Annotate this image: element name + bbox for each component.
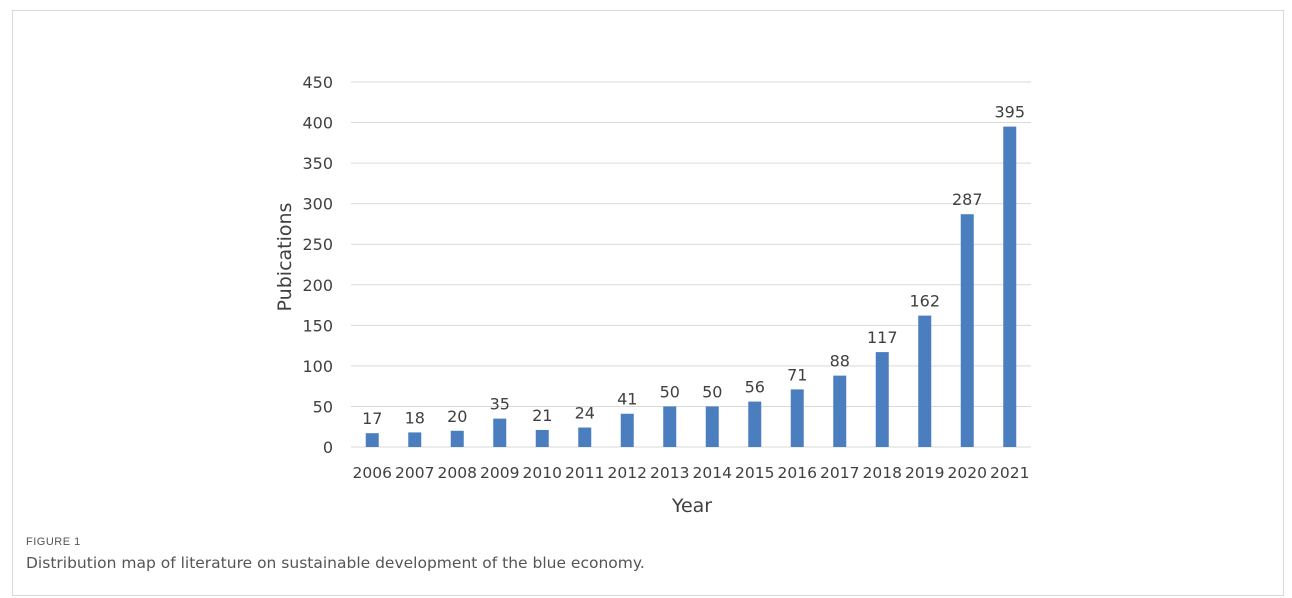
x-tick-label-2018: 2018 bbox=[863, 464, 902, 482]
x-axis-ticks: 2006 2007 2008 2009 2010 2011 2012 2013 2014 2015… bbox=[353, 464, 1030, 482]
x-tick-label-2010: 2010 bbox=[523, 464, 562, 482]
figure-label: FIGURE 1 bbox=[26, 536, 81, 548]
figure-caption: Distribution map of literature on sustai… bbox=[26, 554, 645, 572]
bar-2010 bbox=[535, 429, 549, 447]
data-label-2019: 162 bbox=[909, 292, 940, 311]
bar-2007 bbox=[408, 432, 422, 447]
x-tick-label-2013: 2013 bbox=[650, 464, 689, 482]
bars bbox=[365, 126, 1017, 447]
data-label-2012: 41 bbox=[617, 390, 637, 409]
data-label-2017: 88 bbox=[830, 352, 850, 371]
y-tick-label: 50 bbox=[313, 397, 333, 416]
y-axis-title: Pubications bbox=[274, 203, 296, 312]
figure-frame bbox=[12, 10, 1284, 596]
data-label-2020: 287 bbox=[952, 190, 983, 209]
x-axis-title: Year bbox=[671, 495, 712, 517]
bar-2016 bbox=[790, 389, 804, 447]
bar-2009 bbox=[493, 418, 507, 447]
bar-2020 bbox=[960, 214, 974, 447]
data-label-2021: 395 bbox=[994, 103, 1025, 122]
data-label-2007: 18 bbox=[405, 408, 425, 427]
y-tick-label: 350 bbox=[302, 154, 333, 173]
x-tick-label-2017: 2017 bbox=[820, 464, 859, 482]
data-label-2008: 20 bbox=[447, 407, 467, 426]
bar-2014 bbox=[705, 406, 719, 447]
x-tick-label-2019: 2019 bbox=[905, 464, 944, 482]
y-axis-ticks: 0 50 100 150 200 250 300 350 400 450 bbox=[302, 73, 333, 457]
x-tick-label-2015: 2015 bbox=[735, 464, 774, 482]
data-label-2014: 50 bbox=[702, 382, 722, 401]
data-label-2010: 21 bbox=[532, 406, 552, 425]
y-tick-label: 150 bbox=[302, 316, 333, 335]
x-tick-label-2012: 2012 bbox=[608, 464, 647, 482]
bar-2008 bbox=[450, 430, 464, 447]
y-tick-label: 200 bbox=[302, 276, 333, 295]
x-tick-label-2020: 2020 bbox=[948, 464, 987, 482]
x-tick-label-2016: 2016 bbox=[778, 464, 817, 482]
bar-2006 bbox=[365, 433, 379, 447]
data-label-2011: 24 bbox=[575, 404, 595, 423]
y-tick-label: 100 bbox=[302, 357, 333, 376]
y-tick-label: 450 bbox=[302, 73, 333, 92]
x-tick-label-2021: 2021 bbox=[990, 464, 1029, 482]
bar-2018 bbox=[875, 352, 889, 447]
y-tick-label: 250 bbox=[302, 235, 333, 254]
bar-2013 bbox=[663, 406, 677, 447]
x-tick-label-2011: 2011 bbox=[565, 464, 604, 482]
y-tick-label: 400 bbox=[302, 114, 333, 133]
x-tick-label-2006: 2006 bbox=[353, 464, 392, 482]
data-label-2013: 50 bbox=[660, 382, 680, 401]
x-tick-label-2007: 2007 bbox=[395, 464, 434, 482]
data-labels: 17 18 20 35 21 24 41 50 50 56 71 88 117 162 287 395 bbox=[362, 103, 1025, 429]
bar-2012 bbox=[620, 413, 634, 447]
x-tick-label-2009: 2009 bbox=[480, 464, 519, 482]
bar-2021 bbox=[1003, 126, 1017, 447]
bar-2015 bbox=[748, 401, 762, 447]
data-label-2015: 56 bbox=[745, 378, 765, 397]
bar-2017 bbox=[833, 375, 847, 447]
y-tick-label: 300 bbox=[302, 195, 333, 214]
bar-2011 bbox=[578, 427, 592, 447]
bar-2019 bbox=[918, 315, 932, 447]
x-tick-label-2014: 2014 bbox=[693, 464, 732, 482]
data-label-2016: 71 bbox=[787, 365, 807, 384]
data-label-2018: 117 bbox=[867, 328, 898, 347]
data-label-2006: 17 bbox=[362, 409, 382, 428]
gridlines bbox=[351, 81, 1031, 448]
y-tick-label: 0 bbox=[323, 438, 333, 457]
x-tick-label-2008: 2008 bbox=[438, 464, 477, 482]
data-label-2009: 35 bbox=[490, 395, 510, 414]
